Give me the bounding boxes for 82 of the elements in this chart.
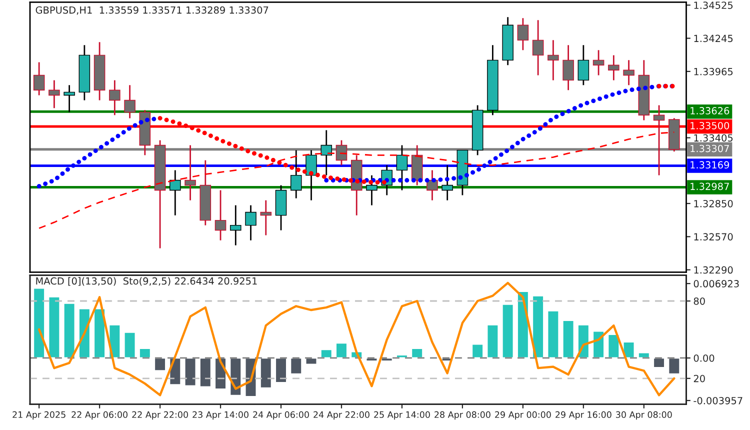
candlestick xyxy=(245,204,256,242)
bar xyxy=(486,324,500,359)
y-tick-label: 1.33965 xyxy=(694,68,733,76)
y2-tick-label: 20 xyxy=(694,374,705,382)
x-tick-label: 24 Apr 06:00 xyxy=(253,411,309,420)
candlestick xyxy=(442,164,453,201)
candlestick xyxy=(548,39,559,81)
candlestick xyxy=(170,170,181,216)
candlestick xyxy=(230,204,242,246)
candlestick xyxy=(396,144,408,191)
candlestick xyxy=(366,174,378,206)
candlestick xyxy=(562,44,574,91)
bar xyxy=(260,357,272,389)
bar xyxy=(274,357,288,384)
candlestick xyxy=(48,80,60,109)
candlestick xyxy=(260,200,272,236)
bar xyxy=(290,357,302,375)
candlestick xyxy=(124,84,136,119)
candlestick xyxy=(306,150,317,201)
candlestick xyxy=(109,80,120,116)
candlestick xyxy=(623,59,634,86)
ref-line-label: 1.33500 xyxy=(690,122,730,130)
y-tick-label: 0.006923 xyxy=(694,280,739,288)
bar xyxy=(184,357,197,387)
ref-line-label: 1.32987 xyxy=(690,182,729,190)
candlestick xyxy=(64,84,75,113)
candlestick xyxy=(320,129,332,176)
bar xyxy=(154,357,166,372)
bar xyxy=(532,294,544,359)
bar xyxy=(48,296,61,359)
y-tick-label: -0.003957 xyxy=(694,396,742,404)
bar xyxy=(501,304,514,359)
y-tick-label: 1.32290 xyxy=(694,266,733,274)
candlestick xyxy=(184,144,196,201)
bar xyxy=(410,348,424,359)
bar xyxy=(652,357,666,368)
candlestick xyxy=(33,62,45,96)
candlestick xyxy=(290,150,302,199)
candlestick xyxy=(608,54,620,81)
bar xyxy=(138,348,152,359)
x-tick-label: 24 Apr 22:00 xyxy=(314,411,370,420)
bar xyxy=(668,357,681,375)
bar xyxy=(335,342,348,359)
x-tick-label: 29 Apr 00:00 xyxy=(495,411,551,420)
bar xyxy=(396,354,408,359)
bar xyxy=(320,348,333,359)
chart-title: MACD [0](13,50) Sto(9,2,5) 22.6434 20.9251 xyxy=(36,277,257,286)
candlestick xyxy=(214,190,226,242)
x-tick-label: 22 Apr 06:00 xyxy=(72,411,128,420)
candlestick xyxy=(592,49,604,76)
bar xyxy=(62,302,76,359)
x-tick-label: 30 Apr 08:00 xyxy=(616,411,672,420)
y-tick-label: 1.33405 xyxy=(694,134,733,142)
candlestick xyxy=(517,17,529,51)
candlestick xyxy=(336,140,348,166)
bar xyxy=(546,310,560,359)
bar xyxy=(32,287,46,359)
bar xyxy=(638,352,650,359)
bar xyxy=(123,331,136,359)
ref-line-label: 1.33169 xyxy=(690,161,730,169)
bar xyxy=(471,343,484,359)
bar xyxy=(93,308,106,359)
x-tick-label: 25 Apr 14:00 xyxy=(374,411,430,420)
candlestick xyxy=(532,19,544,76)
candlestick xyxy=(653,104,665,176)
x-tick-label: 28 Apr 08:00 xyxy=(434,411,490,420)
x-tick-label: 22 Apr 22:00 xyxy=(132,411,188,420)
ref-line-label: 1.33626 xyxy=(690,107,730,114)
y2-tick-label: 80 xyxy=(694,297,705,305)
y-tick-label: 1.34245 xyxy=(694,34,733,42)
bar xyxy=(199,357,212,388)
y-tick-label: 1.32850 xyxy=(694,200,733,208)
chart-title: GBPUSD,H1 1.33559 1.33571 1.33289 1.33307 xyxy=(36,6,268,15)
y-tick-label: 1.32570 xyxy=(694,233,733,240)
ref-line-label: 1.33307 xyxy=(690,144,729,152)
y-tick-label: 1.34525 xyxy=(694,2,733,9)
y-tick-label: 0.00 xyxy=(694,354,714,362)
x-tick-label: 29 Apr 16:00 xyxy=(556,411,612,420)
bar xyxy=(562,320,575,359)
x-tick-label: 21 Apr 2025 xyxy=(12,411,66,420)
x-tick-label: 23 Apr 14:00 xyxy=(192,411,248,420)
candlestick xyxy=(578,44,590,86)
